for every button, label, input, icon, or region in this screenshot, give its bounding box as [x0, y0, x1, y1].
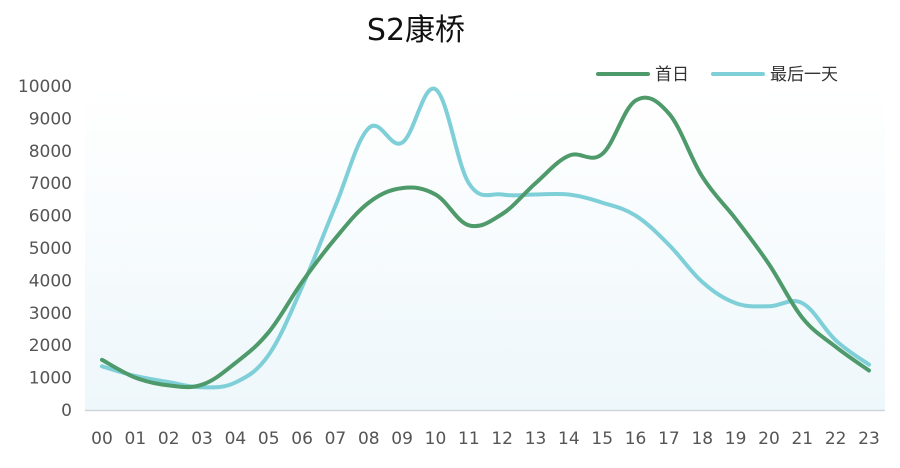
legend: 首日 最后一天 — [596, 65, 838, 85]
y-tick-label: 5000 — [29, 239, 72, 259]
x-axis: 00 01 02 03 04 05 06 07 08 09 10 11 12 13 14 15 16 17 18 19… — [91, 429, 880, 449]
x-tick-label: 02 — [158, 429, 180, 449]
x-tick-label: 22 — [825, 429, 847, 449]
y-tick-label: 0 — [61, 401, 72, 421]
y-tick-label: 10000 — [18, 77, 72, 97]
plot-area — [85, 86, 885, 410]
x-tick-label: 14 — [558, 429, 580, 449]
x-tick-label: 07 — [325, 429, 347, 449]
y-tick-label: 6000 — [29, 207, 72, 227]
y-tick-label: 8000 — [29, 142, 72, 162]
y-tick-label: 1000 — [29, 369, 72, 389]
x-tick-label: 09 — [391, 429, 413, 449]
x-tick-label: 15 — [591, 429, 613, 449]
y-tick-label: 3000 — [29, 304, 72, 324]
x-tick-label: 21 — [791, 429, 813, 449]
y-tick-label: 9000 — [29, 109, 72, 129]
legend-label: 最后一天 — [770, 65, 838, 85]
x-tick-label: 18 — [691, 429, 713, 449]
x-tick-label: 23 — [858, 429, 880, 449]
x-tick-label: 01 — [125, 429, 147, 449]
series-layer — [100, 86, 871, 390]
x-tick-label: 04 — [225, 429, 247, 449]
x-tick-label: 13 — [525, 429, 547, 449]
x-tick-label: 17 — [658, 429, 680, 449]
x-tick-label: 10 — [425, 429, 447, 449]
x-tick-label: 00 — [91, 429, 113, 449]
x-tick-label: 08 — [358, 429, 380, 449]
x-tick-label: 20 — [758, 429, 780, 449]
y-tick-label: 2000 — [29, 336, 72, 356]
x-tick-label: 19 — [725, 429, 747, 449]
y-tick-label: 7000 — [29, 174, 72, 194]
x-tick-label: 11 — [458, 429, 480, 449]
legend-label: 首日 — [655, 65, 689, 85]
x-tick-label: 12 — [491, 429, 513, 449]
chart-title: S2康桥 — [367, 13, 465, 48]
y-axis: 0 1000 2000 3000 4000 5000 6000 7000 8000 9000 100… — [18, 77, 72, 421]
x-tick-label: 16 — [625, 429, 647, 449]
series-line-last-day — [100, 86, 871, 390]
x-tick-label: 06 — [291, 429, 313, 449]
y-tick-label: 4000 — [29, 271, 72, 291]
x-tick-label: 05 — [258, 429, 280, 449]
series-line-first-day — [100, 95, 871, 390]
x-tick-label: 03 — [191, 429, 213, 449]
